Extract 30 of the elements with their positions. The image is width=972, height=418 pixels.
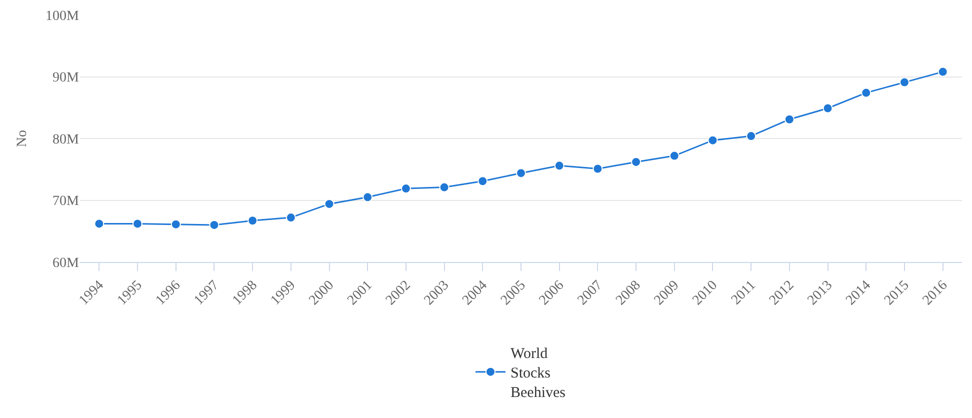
y-tick-label: 80M [52, 132, 80, 148]
point [478, 176, 488, 186]
legend-label: World Stocks Beehives [510, 346, 566, 402]
y-tick-label: 100M [46, 8, 80, 24]
point [746, 131, 756, 142]
point [631, 156, 642, 167]
point [592, 164, 603, 174]
y-tick-label: 60M [52, 256, 80, 271]
point [248, 216, 258, 226]
point [132, 218, 143, 229]
point [784, 114, 794, 124]
point [286, 212, 296, 223]
point [94, 218, 104, 229]
point [209, 220, 220, 230]
point [669, 150, 680, 161]
point [822, 103, 833, 114]
point [899, 77, 910, 88]
point [400, 184, 411, 194]
y-tick-label: 90M [52, 70, 80, 86]
point [362, 192, 373, 202]
point [861, 88, 872, 98]
point [439, 182, 450, 192]
point [324, 198, 334, 209]
point [708, 135, 718, 146]
point [516, 168, 526, 178]
point [170, 219, 181, 230]
y-tick-label: 70M [52, 194, 80, 210]
point [554, 160, 564, 171]
y-axis-title: No [15, 130, 30, 148]
point [938, 66, 948, 77]
